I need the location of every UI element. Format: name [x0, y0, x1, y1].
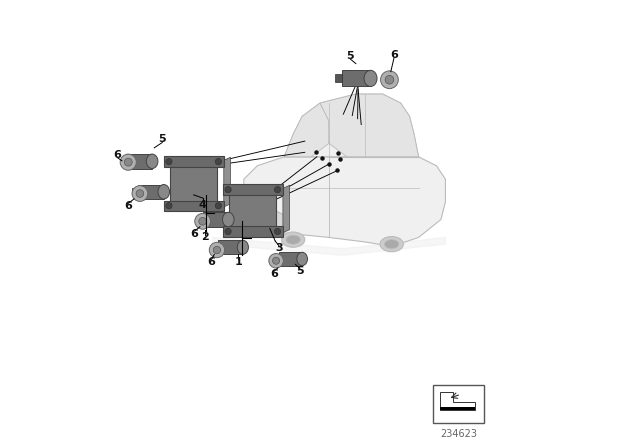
Polygon shape: [202, 212, 228, 227]
Text: 2: 2: [201, 233, 209, 242]
Ellipse shape: [286, 235, 300, 244]
Text: 6: 6: [207, 257, 216, 267]
Text: 4: 4: [198, 200, 207, 210]
Circle shape: [225, 186, 231, 193]
Polygon shape: [342, 70, 371, 86]
Ellipse shape: [385, 240, 399, 249]
Polygon shape: [212, 244, 218, 251]
Polygon shape: [320, 94, 419, 157]
Ellipse shape: [273, 257, 280, 264]
Text: 6: 6: [113, 150, 122, 159]
Polygon shape: [223, 184, 283, 194]
Text: 5: 5: [296, 266, 303, 276]
Text: 234623: 234623: [440, 429, 477, 439]
Polygon shape: [335, 74, 342, 82]
Polygon shape: [121, 158, 126, 165]
Ellipse shape: [209, 242, 225, 258]
Polygon shape: [244, 188, 284, 233]
Polygon shape: [278, 252, 302, 266]
Ellipse shape: [158, 185, 170, 199]
Polygon shape: [164, 156, 224, 167]
Text: 3: 3: [275, 243, 283, 253]
Polygon shape: [440, 392, 476, 410]
Circle shape: [166, 159, 172, 165]
Polygon shape: [433, 385, 484, 423]
Ellipse shape: [297, 252, 307, 266]
Polygon shape: [440, 407, 476, 410]
Ellipse shape: [124, 158, 132, 166]
Ellipse shape: [385, 75, 394, 84]
Polygon shape: [283, 185, 290, 233]
Polygon shape: [223, 226, 283, 237]
Ellipse shape: [136, 190, 144, 198]
Ellipse shape: [380, 237, 403, 252]
Polygon shape: [138, 185, 164, 199]
Ellipse shape: [237, 240, 248, 254]
Polygon shape: [170, 164, 217, 204]
Polygon shape: [273, 256, 278, 262]
Polygon shape: [212, 237, 445, 255]
Ellipse shape: [213, 246, 221, 254]
Polygon shape: [164, 201, 224, 211]
Polygon shape: [126, 154, 152, 168]
Circle shape: [166, 202, 172, 209]
Circle shape: [215, 202, 221, 209]
Text: 6: 6: [191, 229, 198, 239]
Ellipse shape: [199, 217, 207, 225]
Text: 1: 1: [235, 257, 243, 267]
Text: 5: 5: [347, 51, 355, 61]
Ellipse shape: [120, 154, 136, 170]
Ellipse shape: [269, 254, 284, 268]
Circle shape: [215, 159, 221, 165]
Circle shape: [225, 228, 231, 235]
Circle shape: [275, 228, 281, 235]
Text: 5: 5: [159, 134, 166, 144]
Polygon shape: [218, 240, 243, 254]
Ellipse shape: [381, 71, 398, 89]
Text: 6: 6: [390, 50, 398, 60]
Polygon shape: [132, 188, 138, 195]
Polygon shape: [284, 103, 329, 157]
Polygon shape: [197, 216, 202, 223]
Ellipse shape: [195, 213, 211, 229]
Circle shape: [275, 186, 281, 193]
Text: 6: 6: [270, 269, 278, 279]
Polygon shape: [224, 157, 230, 207]
Polygon shape: [284, 94, 419, 157]
Polygon shape: [229, 192, 276, 229]
Ellipse shape: [132, 185, 148, 202]
Polygon shape: [244, 157, 445, 246]
Text: 6: 6: [124, 201, 132, 211]
Ellipse shape: [282, 232, 305, 247]
Ellipse shape: [223, 212, 234, 227]
Ellipse shape: [147, 154, 158, 168]
Ellipse shape: [364, 70, 377, 86]
